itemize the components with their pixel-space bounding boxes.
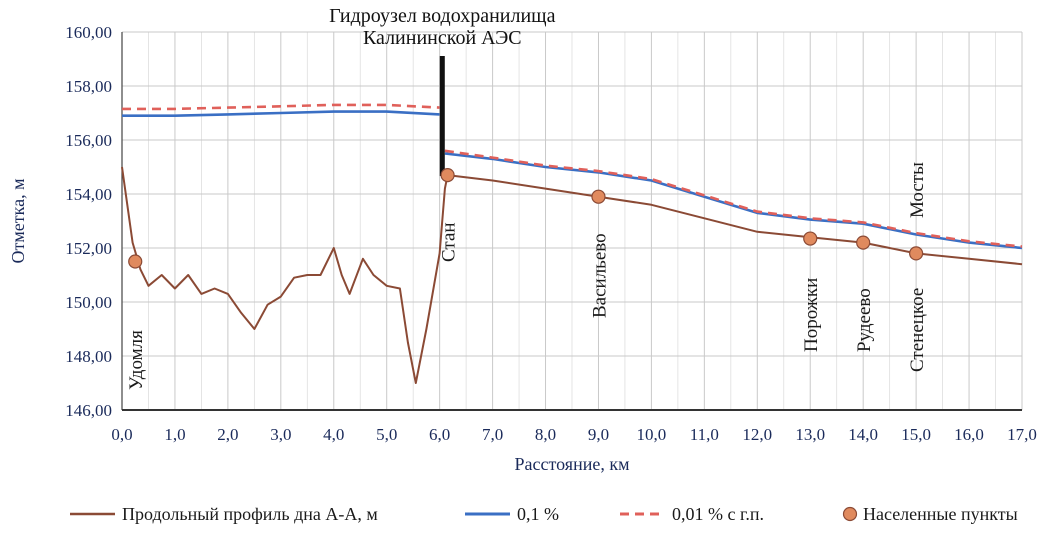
x-tick-label: 2,0: [217, 425, 238, 444]
settlement-point: [440, 168, 455, 183]
x-tick-label: 13,0: [795, 425, 825, 444]
settlement-label: Стенецкое: [907, 288, 928, 372]
x-tick-label: 8,0: [535, 425, 556, 444]
x-tick-label: 6,0: [429, 425, 450, 444]
settlement-label: Порожки: [801, 278, 822, 352]
settlement-label: Рудеево: [854, 288, 875, 352]
x-tick-label: 1,0: [164, 425, 185, 444]
dam-label-line: Калининской АЭС: [363, 27, 522, 49]
legend: Продольный профиль дна А-А, м 0,1 % 0,01 %…: [70, 504, 1018, 524]
settlement-label: Васильево: [589, 233, 610, 318]
series-line-1: [444, 152, 1023, 250]
settlement-label: Удомля: [126, 330, 147, 390]
axes: [121, 32, 1022, 411]
settlement-point: [128, 254, 143, 269]
legend-label-01: 0,1 %: [517, 504, 559, 524]
legend-swatch-settlements: [842, 506, 858, 522]
x-tick-label: 10,0: [637, 425, 667, 444]
legend-label-001: 0,01 % с г.п.: [672, 504, 764, 524]
x-tick-label: 3,0: [270, 425, 291, 444]
x-tick-label: 5,0: [376, 425, 397, 444]
y-tick-label: 158,00: [65, 77, 112, 96]
y-tick-label: 156,00: [65, 131, 112, 150]
x-tick-label: 9,0: [588, 425, 609, 444]
x-tick-label: 12,0: [742, 425, 772, 444]
y-tick-label: 154,00: [65, 185, 112, 204]
tick-labels: 0,0 1,0 2,0 3,0 4,0 5,0 6,0 7,0 8,0 9,0 10,0 11,0 12…: [65, 23, 1037, 444]
settlement-points: [128, 168, 924, 269]
x-tick-label: 0,0: [111, 425, 132, 444]
legend-label-settlements: Населенные пункты: [863, 504, 1018, 524]
y-tick-label: 148,00: [65, 347, 112, 366]
x-tick-label: 16,0: [954, 425, 984, 444]
settlement-label: Стан: [439, 222, 460, 262]
legend-label-profile: Продольный профиль дна А-А, м: [122, 504, 378, 524]
settlement-labels: Удомля Стан Васильево Порожки Рудеево Стенецк…: [126, 162, 928, 390]
y-tick-label: 152,00: [65, 239, 112, 258]
series-group: [121, 103, 1023, 384]
x-axis-label: Расстояние, км: [515, 454, 630, 474]
x-tick-label: 14,0: [848, 425, 878, 444]
series-line-2: [444, 149, 1023, 248]
series-line-0: [121, 166, 1023, 384]
grid: [121, 31, 1023, 411]
settlement-point: [909, 246, 924, 261]
y-tick-label: 150,00: [65, 293, 112, 312]
x-tick-label: 15,0: [901, 425, 931, 444]
y-tick-label: 160,00: [65, 23, 112, 42]
series-line-2: [122, 103, 440, 111]
y-axis-label: Отметка, м: [8, 179, 28, 264]
y-tick-label: 146,00: [65, 401, 112, 420]
series-line-1: [122, 110, 440, 117]
x-tick-label: 11,0: [690, 425, 719, 444]
bridges-label: Мосты: [907, 162, 928, 218]
settlement-point: [591, 189, 606, 204]
settlement-point: [803, 231, 818, 246]
x-tick-label: 7,0: [482, 425, 503, 444]
x-tick-label: 17,0: [1007, 425, 1037, 444]
settlement-point: [856, 235, 871, 250]
x-tick-label: 4,0: [323, 425, 344, 444]
dam-label-line: Гидроузел водохранилища: [329, 5, 555, 27]
